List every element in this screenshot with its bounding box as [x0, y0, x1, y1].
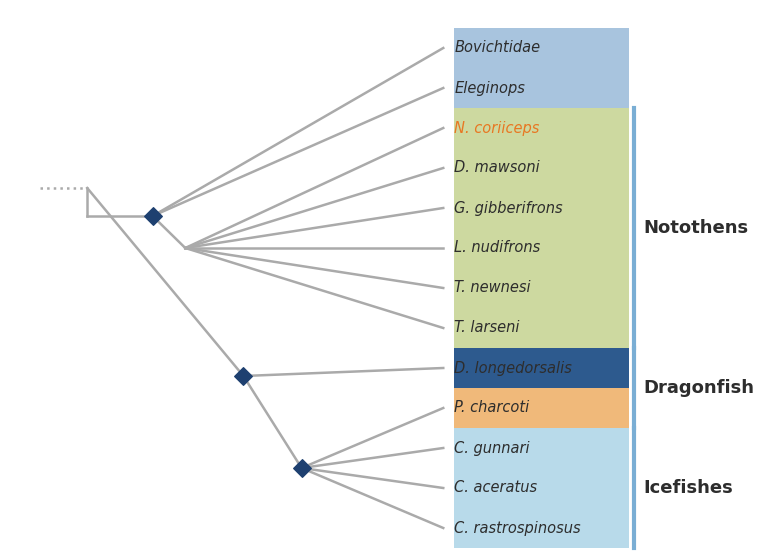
- Text: Eleginops: Eleginops: [454, 81, 525, 96]
- Point: [146, 212, 159, 221]
- Text: G. gibberifrons: G. gibberifrons: [454, 200, 563, 216]
- Text: Notothens: Notothens: [643, 219, 749, 237]
- Point: [237, 371, 250, 380]
- Text: P. charcoti: P. charcoti: [454, 400, 530, 416]
- Bar: [454, 388, 629, 428]
- Text: Bovichtidae: Bovichtidae: [454, 40, 540, 55]
- Text: C. aceratus: C. aceratus: [454, 480, 537, 496]
- Text: T. newnesi: T. newnesi: [454, 281, 531, 296]
- Text: L. nudifrons: L. nudifrons: [454, 240, 540, 255]
- Text: Dragonfish: Dragonfish: [643, 379, 754, 397]
- Bar: [454, 348, 629, 388]
- Text: D. mawsoni: D. mawsoni: [454, 161, 540, 175]
- Text: C. rastrospinosus: C. rastrospinosus: [454, 520, 581, 535]
- Bar: [454, 68, 629, 108]
- Bar: [454, 428, 629, 548]
- Text: Icefishes: Icefishes: [643, 479, 732, 497]
- Text: N. coriiceps: N. coriiceps: [454, 120, 539, 136]
- Bar: [454, 28, 629, 68]
- Text: D. longedorsalis: D. longedorsalis: [454, 361, 572, 376]
- Point: [295, 464, 307, 473]
- Text: T. larseni: T. larseni: [454, 320, 520, 335]
- Bar: [454, 108, 629, 348]
- Text: C. gunnari: C. gunnari: [454, 441, 530, 455]
